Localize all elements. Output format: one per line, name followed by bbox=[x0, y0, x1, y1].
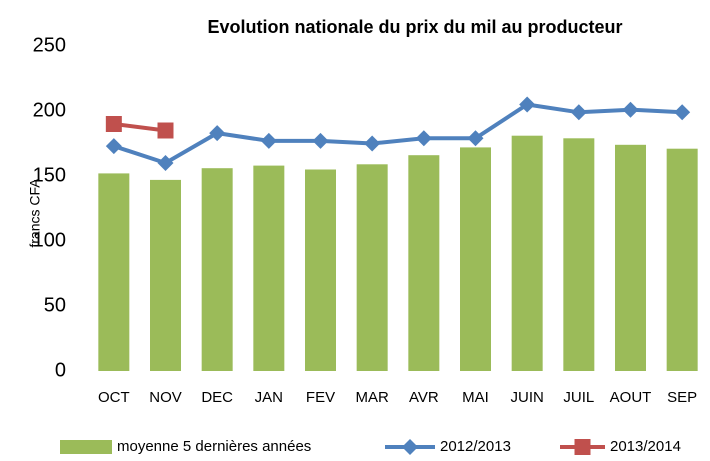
bar bbox=[305, 169, 336, 371]
y-tick-label: 200 bbox=[33, 99, 66, 121]
legend-swatch bbox=[60, 440, 112, 454]
marker bbox=[519, 96, 536, 113]
marker bbox=[157, 122, 174, 139]
marker bbox=[260, 132, 277, 149]
marker bbox=[674, 104, 691, 121]
legend-marker bbox=[402, 439, 418, 455]
line bbox=[113, 122, 166, 133]
bar bbox=[460, 147, 491, 371]
bar bbox=[563, 138, 595, 371]
bar bbox=[253, 165, 285, 371]
x-tick-label: FEV bbox=[306, 389, 335, 406]
x-tick-label: JUIN bbox=[510, 389, 543, 406]
legend-marker bbox=[574, 439, 591, 455]
marker bbox=[467, 130, 484, 147]
chart-title: Evolution nationale du prix du mil au pr… bbox=[207, 17, 622, 37]
marker bbox=[622, 101, 639, 118]
y-tick-label: 0 bbox=[55, 359, 66, 381]
x-tick-label: JUIL bbox=[563, 389, 594, 406]
bar bbox=[666, 148, 698, 371]
marker bbox=[209, 125, 226, 142]
y-tick-label: 150 bbox=[33, 164, 66, 186]
marker bbox=[364, 135, 381, 152]
legend-label: 2013/2014 bbox=[610, 438, 681, 455]
x-tick-label: DEC bbox=[201, 389, 233, 406]
x-tick-label: SEP bbox=[667, 389, 697, 406]
bar bbox=[408, 155, 440, 371]
line bbox=[113, 102, 683, 166]
y-tick-label: 250 bbox=[33, 34, 66, 56]
x-tick-label: OCT bbox=[98, 389, 130, 406]
x-tick-label: AVR bbox=[409, 389, 439, 406]
bar bbox=[150, 179, 181, 371]
x-tick-label: MAI bbox=[462, 389, 489, 406]
marker bbox=[105, 138, 122, 155]
legend-label: 2012/2013 bbox=[440, 438, 511, 455]
marker bbox=[312, 132, 329, 149]
marker bbox=[105, 116, 122, 132]
bar bbox=[615, 144, 646, 371]
legend-label: moyenne 5 dernières années bbox=[117, 438, 311, 455]
bar bbox=[98, 173, 130, 371]
bar bbox=[511, 135, 543, 371]
x-tick-label: AOUT bbox=[610, 389, 652, 406]
bar bbox=[201, 168, 233, 371]
marker bbox=[570, 104, 587, 121]
x-tick-label: MAR bbox=[355, 389, 389, 406]
x-tick-label: JAN bbox=[255, 389, 283, 406]
marker bbox=[415, 130, 432, 147]
y-axis-label: francs CFA bbox=[27, 178, 43, 248]
y-tick-label: 50 bbox=[44, 294, 66, 316]
y-tick-label: 100 bbox=[33, 229, 66, 251]
bar bbox=[356, 164, 388, 371]
marker bbox=[157, 155, 174, 171]
x-tick-label: NOV bbox=[149, 389, 182, 406]
